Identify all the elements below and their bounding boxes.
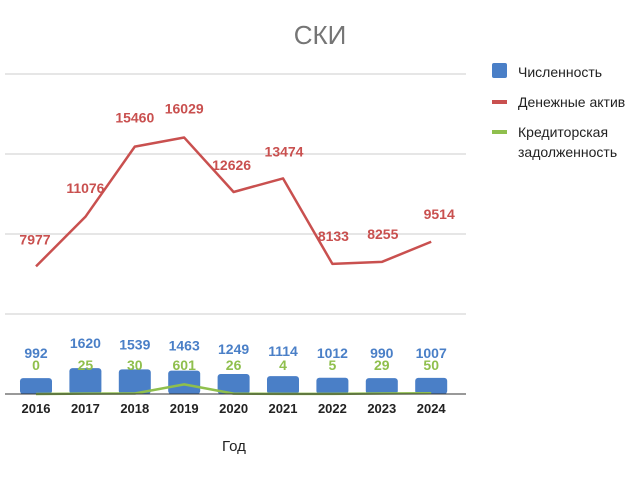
legend-swatch [492, 130, 507, 134]
line-value-label: 26 [226, 357, 242, 373]
legend-label: Кредиторская [518, 124, 608, 140]
x-axis-ticks: 2016 2017 2018 2019 2020 2021 2022 2023 2024 [22, 401, 447, 416]
line-value-label: 25 [78, 357, 94, 373]
line-value-label: 8255 [367, 226, 398, 242]
bar-value-label: 1007 [416, 345, 447, 361]
line-value-label: 30 [127, 357, 143, 373]
line-value-label: 29 [374, 357, 390, 373]
legend-label: Денежные актив [518, 94, 625, 110]
series-line-cash [35, 136, 432, 268]
x-tick-label: 2023 [367, 401, 396, 416]
line-value-label: 12626 [212, 157, 251, 173]
bar-value-label: 1463 [169, 338, 200, 354]
bar [168, 370, 201, 394]
x-tick-label: 2018 [120, 401, 149, 416]
line-value-label: 5 [329, 357, 337, 373]
bar-value-label: 992 [24, 345, 48, 361]
line-value-label: 11076 [66, 180, 104, 196]
legend-label: задолженность [518, 144, 617, 160]
bar [20, 378, 52, 394]
bar [118, 369, 151, 394]
bar-value-label: 1114 [268, 343, 298, 359]
x-tick-label: 2019 [170, 401, 199, 416]
x-axis-label: Год [222, 438, 246, 455]
line-value-label: 9514 [424, 206, 455, 222]
legend: Численность Денежные актив Кредиторская зад… [492, 63, 625, 160]
line-value-label: 4 [279, 357, 287, 373]
x-tick-label: 2024 [417, 401, 447, 416]
legend-label: Численность [518, 64, 602, 80]
line-value-label: 16029 [165, 101, 204, 117]
chart-title: СКИ [294, 20, 347, 50]
bar [415, 377, 448, 394]
bar-value-label: 990 [370, 345, 394, 361]
line-value-label: 7977 [19, 231, 50, 247]
bar-value-label: 1539 [119, 336, 150, 352]
x-tick-label: 2021 [269, 401, 298, 416]
bar-value-label: 1012 [317, 345, 348, 361]
legend-swatch [492, 63, 507, 78]
x-tick-label: 2016 [22, 401, 51, 416]
grid [5, 73, 466, 315]
legend-swatch [492, 100, 507, 104]
line-value-label: 0 [32, 357, 40, 373]
bar [217, 374, 250, 394]
data-labels: 992 1620 1539 1463 1249 1114 1012 990 1007 7977 11… [19, 101, 455, 373]
bar-value-label: 1620 [70, 335, 101, 351]
bar [365, 378, 398, 394]
x-tick-label: 2020 [219, 401, 248, 416]
x-tick-label: 2017 [71, 401, 100, 416]
x-tick-label: 2022 [318, 401, 347, 416]
line-value-label: 13474 [265, 143, 304, 159]
bar [267, 376, 299, 394]
line-value-label: 8133 [318, 228, 349, 244]
bar-series [20, 368, 448, 394]
bar [69, 368, 102, 394]
line-value-label: 601 [173, 357, 197, 373]
line-value-label: 15460 [115, 110, 154, 126]
bar [316, 377, 349, 394]
bar-value-label: 1249 [218, 341, 249, 357]
line-value-label: 50 [423, 357, 439, 373]
